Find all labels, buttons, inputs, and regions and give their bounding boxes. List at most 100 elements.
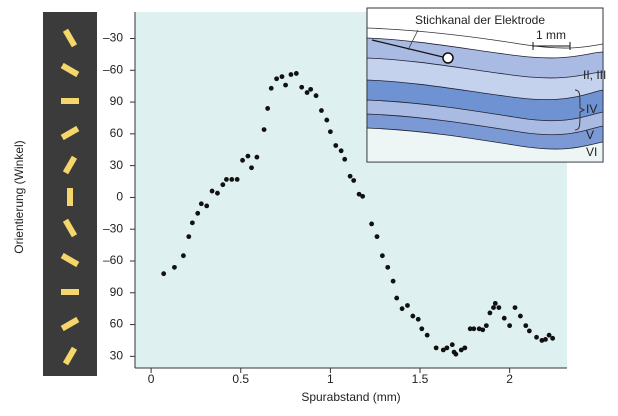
data-point (268, 85, 274, 91)
data-point (189, 220, 195, 226)
data-point (369, 221, 375, 227)
data-point (324, 117, 330, 123)
y-tick-label: 60 (110, 126, 124, 140)
data-point (492, 300, 498, 306)
data-point (161, 271, 167, 277)
y-tick-label: 90 (110, 94, 124, 108)
data-point (379, 253, 385, 259)
layer-label: II, III (583, 68, 606, 82)
electrode-label: Stichkanal der Elektrode (415, 13, 545, 27)
data-point (512, 305, 518, 311)
data-point (195, 210, 201, 216)
orientation-bars (60, 28, 80, 366)
y-tick-label: –30 (103, 221, 123, 235)
data-point (342, 156, 348, 162)
x-tick-label: 2 (506, 372, 513, 386)
data-point (360, 193, 366, 199)
x-tick-label: 0.5 (232, 372, 249, 386)
data-point (543, 336, 548, 342)
data-point (288, 72, 294, 77)
data-point (534, 334, 539, 340)
layer-label: IV (586, 102, 597, 116)
data-point (245, 153, 251, 159)
data-point (249, 165, 254, 171)
data-point (204, 203, 210, 209)
data-point (313, 93, 319, 99)
y-axis-label: Orientierung (Winkel) (12, 140, 26, 253)
data-point (180, 253, 186, 259)
data-point (405, 303, 410, 308)
data-point (410, 313, 416, 319)
data-point (319, 108, 324, 113)
data-point (496, 305, 502, 311)
y-tick-label: 30 (110, 349, 124, 363)
data-point (385, 264, 391, 270)
data-point (424, 332, 430, 338)
y-tick-label: –30 (103, 31, 123, 45)
data-point (440, 347, 446, 353)
data-point (254, 154, 260, 160)
data-point (523, 323, 529, 329)
data-point (419, 326, 425, 332)
data-point (293, 71, 299, 76)
data-point (198, 201, 204, 207)
data-point (462, 345, 468, 351)
inset (366, 7, 604, 163)
data-point (308, 86, 314, 92)
y-tick-label: 90 (110, 285, 124, 299)
data-point (517, 313, 523, 319)
data-point (415, 316, 421, 322)
data-point (261, 127, 267, 133)
data-point (467, 326, 473, 332)
data-point (220, 182, 226, 188)
data-point (399, 306, 405, 312)
data-point (351, 178, 357, 183)
data-point (483, 323, 489, 329)
y-tick-label: –60 (103, 253, 123, 267)
data-point (283, 82, 288, 88)
data-point (265, 106, 271, 111)
data-point (449, 342, 455, 348)
x-axis-label: Spurabstand (mm) (301, 390, 400, 404)
data-point (338, 148, 344, 154)
data-point (453, 351, 459, 357)
data-point (274, 76, 280, 82)
data-point (433, 345, 439, 351)
data-point (458, 347, 464, 353)
data-point (215, 190, 220, 196)
data-point (279, 74, 285, 80)
data-point (507, 323, 513, 329)
data-point (550, 335, 556, 341)
data-point (546, 332, 552, 338)
data-point (390, 278, 396, 284)
data-point (491, 305, 496, 311)
data-point (374, 234, 380, 240)
y-tick-label: 60 (110, 317, 124, 331)
data-point (356, 191, 362, 197)
data-point (209, 188, 215, 194)
data-point (224, 177, 229, 182)
data-point (299, 84, 305, 90)
data-point (229, 177, 235, 182)
layer-label: V (586, 128, 594, 142)
scale-label: 1 mm (536, 28, 566, 42)
data-point (480, 327, 486, 333)
y-tick-label: 0 (116, 190, 123, 204)
data-point (501, 315, 507, 321)
data-point (327, 129, 333, 135)
y-tick-label: –60 (103, 62, 123, 76)
data-point (347, 173, 353, 179)
data-point (240, 157, 245, 163)
x-tick-label: 0 (148, 372, 155, 386)
x-tick-label: 1.5 (412, 372, 429, 386)
layer-label: VI (586, 145, 597, 159)
data-point (526, 328, 532, 334)
data-point (471, 326, 477, 332)
y-tick-label: 30 (110, 158, 124, 172)
data-point (172, 264, 177, 270)
data-point (333, 143, 339, 148)
data-point (234, 177, 240, 182)
data-point (487, 310, 493, 316)
plot (161, 71, 556, 357)
data-point (186, 234, 192, 240)
